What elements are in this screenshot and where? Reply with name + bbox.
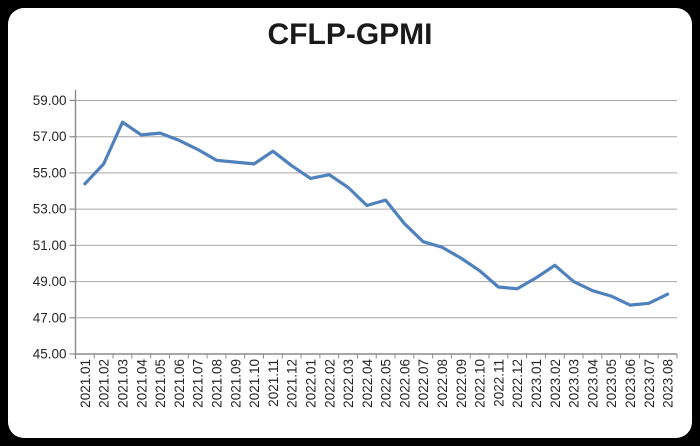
x-tick-label: 2021.12 — [285, 359, 300, 408]
x-tick-label: 2022.09 — [454, 359, 469, 408]
x-tick-label: 2021.04 — [134, 359, 149, 408]
chart-card — [8, 8, 692, 438]
x-tick-label: 2021.11 — [266, 359, 281, 407]
x-tick-label: 2022.01 — [303, 359, 318, 408]
y-tick-label: 51.00 — [33, 238, 67, 253]
x-tick-label: 2023.02 — [548, 359, 563, 408]
x-tick-label: 2023.04 — [585, 359, 600, 408]
x-tick-label: 2021.01 — [78, 359, 93, 408]
x-tick-label: 2021.03 — [115, 359, 130, 408]
x-tick-label: 2022.03 — [341, 359, 356, 408]
x-tick-label: 2023.06 — [623, 359, 638, 408]
x-tick-label: 2023.05 — [604, 359, 619, 408]
series-group — [83, 120, 670, 307]
x-axis-labels-group: 2021.01 2021.02 2021.03 2021.04 2021.05 2021.… — [78, 359, 676, 408]
y-tick-label: 45.00 — [33, 347, 67, 362]
y-tick-label: 55.00 — [33, 165, 67, 180]
y-tick-label: 53.00 — [33, 202, 67, 217]
x-tick-label: 2021.09 — [228, 359, 243, 408]
x-tick-label: 2022.02 — [322, 359, 337, 408]
axes-group — [74, 90, 677, 359]
x-tick-label: 2022.12 — [510, 359, 525, 408]
y-tick-label: 47.00 — [33, 310, 67, 325]
chart-title: CFLP-GPMI — [267, 18, 433, 51]
x-tick-label: 2022.04 — [360, 359, 375, 408]
x-tick-label: 2023.01 — [529, 359, 544, 408]
x-tick-label: 2023.03 — [567, 359, 582, 408]
tick-marks-group — [69, 99, 678, 359]
gridlines-group — [75, 100, 677, 319]
y-tick-label: 49.00 — [33, 274, 67, 289]
y-tick-label: 59.00 — [33, 93, 67, 108]
x-tick-label: 2021.07 — [191, 359, 206, 408]
x-tick-label: 2022.05 — [379, 359, 394, 408]
x-tick-label: 2022.06 — [397, 359, 412, 408]
x-tick-label: 2022.08 — [435, 359, 450, 408]
x-tick-label: 2022.10 — [473, 359, 488, 408]
x-tick-label: 2023.07 — [642, 359, 657, 408]
x-tick-label: 2021.08 — [209, 359, 224, 408]
x-tick-label: 2021.02 — [97, 359, 112, 408]
y-axis-labels-group: 45.00 47.00 49.00 51.00 53.00 55.00 57.00 59.00 — [33, 93, 67, 362]
y-tick-label: 57.00 — [33, 129, 67, 144]
x-tick-label: 2023.08 — [661, 359, 676, 408]
x-tick-label: 2021.10 — [247, 359, 262, 408]
x-tick-label: 2021.05 — [153, 359, 168, 408]
series-line — [83, 120, 670, 307]
x-tick-label: 2021.06 — [172, 359, 187, 408]
x-tick-label: 2022.11 — [491, 359, 506, 407]
x-tick-label: 2022.07 — [416, 359, 431, 408]
